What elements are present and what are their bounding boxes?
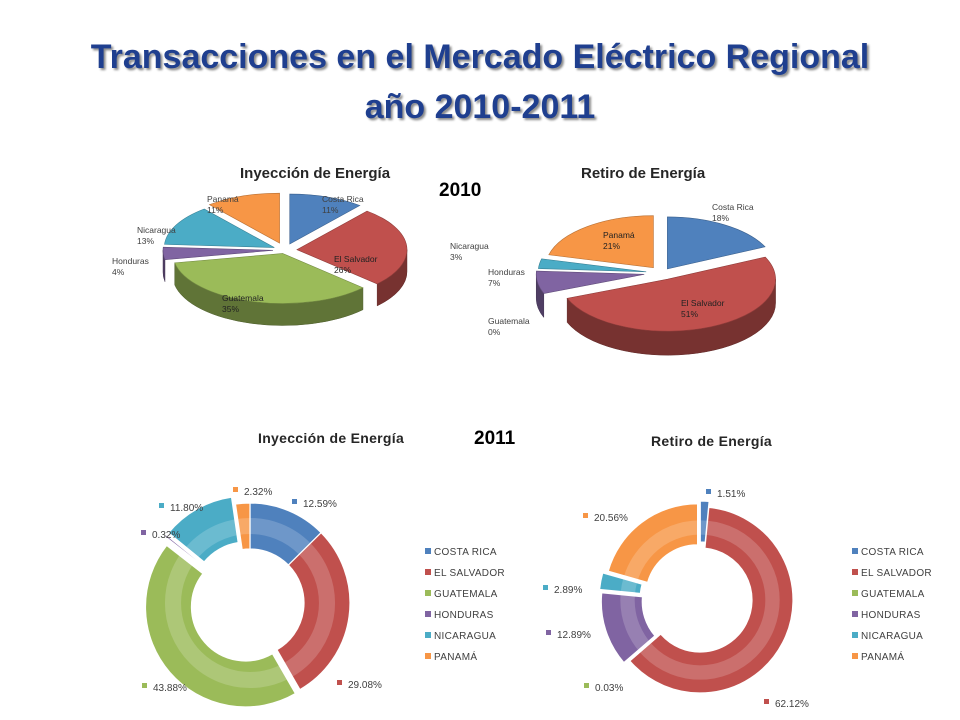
pie-slice-el-salvador [296, 210, 408, 285]
data-label-honduras: 12.89% [557, 630, 591, 641]
pie-slice-panama [548, 215, 654, 269]
legend-marker-honduras [852, 611, 858, 617]
data-label-panama: 20.56% [594, 513, 628, 524]
year-label-2010: 2010 [439, 180, 482, 201]
data-label-marker-el-salvador [764, 699, 769, 704]
data-label-costa-rica: 12.59% [303, 499, 337, 510]
chart-title-retiro-2010: Retiro de Energía [581, 165, 706, 182]
legend-item-costa-rica: COSTA RICA [434, 547, 497, 558]
data-label-guatemala: 43.88% [153, 683, 187, 694]
donut-slice-honduras [164, 534, 203, 566]
data-label-marker-el-salvador [337, 680, 342, 685]
data-label-nicaragua: Nicaragua 3% [450, 241, 489, 262]
donut-slice-honduras [600, 592, 656, 664]
legend-marker-panama [425, 653, 431, 659]
data-label-marker-panama [583, 513, 588, 518]
data-label-panama: Panamá 11% [207, 194, 239, 215]
data-label-marker-nicaragua [543, 585, 548, 590]
chart-title-retiro-2011: Retiro de Energía [651, 433, 773, 449]
legend-marker-costa-rica [852, 548, 858, 554]
data-label-nicaragua: Nicaragua 13% [137, 225, 176, 246]
pie-slice-costa-rica [289, 193, 361, 245]
donut-slice-nicaragua [598, 572, 643, 595]
data-label-nicaragua: 2.89% [554, 585, 582, 596]
pie-slice-honduras [162, 246, 274, 261]
legend-marker-costa-rica [425, 548, 431, 554]
donut-slice-el-salvador [628, 506, 794, 694]
legend-marker-nicaragua [425, 632, 431, 638]
legend-marker-guatemala [852, 590, 858, 596]
chart-title-inyeccion-2011: Inyección de Energía [258, 430, 405, 446]
legend-item-nicaragua: NICARAGUA [434, 631, 496, 642]
data-label-honduras: Honduras 7% [488, 267, 525, 288]
data-label-costa-rica: 1.51% [717, 489, 745, 500]
data-label-marker-costa-rica [706, 489, 711, 494]
data-label-marker-guatemala [142, 683, 147, 688]
data-label-marker-nicaragua [159, 503, 164, 508]
legend-item-el-salvador: EL SALVADOR [434, 568, 505, 579]
legend-item-guatemala: GUATEMALA [434, 589, 498, 600]
legend-marker-el-salvador [425, 569, 431, 575]
pie-slice-costa-rica [667, 216, 766, 270]
legend-item-panama: PANAMÁ [861, 650, 904, 663]
data-label-guatemala: Guatemala 35% [222, 293, 264, 314]
pie-chart-1: Costa Rica 11% El Salvador 26% Guatemala 35% H… [112, 192, 408, 326]
pie-slice-el-salvador [566, 256, 776, 332]
legend-item-costa-rica: COSTA RICA [861, 547, 924, 558]
data-label-marker-honduras [141, 530, 146, 535]
data-label-costa-rica: Costa Rica 18% [712, 202, 754, 223]
data-label-honduras: Honduras 4% [112, 256, 149, 277]
donut-chart-3: 12.59% 29.08% 43.88% 0.32% 11.80% 2.32% COSTA … [141, 487, 505, 708]
data-label-el-salvador: 29.08% [348, 680, 382, 691]
donut-slice-panama [607, 503, 699, 584]
pie-slice-nicaragua [538, 258, 647, 273]
donut-slice-el-salvador [276, 531, 351, 691]
chart-title-inyeccion-2010: Inyección de Energía [240, 165, 391, 182]
year-label-2011: 2011 [474, 428, 516, 449]
donut-slice-guatemala [144, 544, 297, 708]
legend-marker-nicaragua [852, 632, 858, 638]
data-label-panama: 2.32% [244, 487, 272, 498]
data-label-el-salvador: El Salvador 51% [681, 298, 725, 319]
legend-item-el-salvador: EL SALVADOR [861, 568, 932, 579]
data-label-guatemala: 0.03% [595, 683, 623, 694]
legend-marker-guatemala [425, 590, 431, 596]
pie-slice-nicaragua [164, 208, 275, 248]
pie-slice-honduras [535, 270, 645, 294]
donut-slice-guatemala [624, 636, 658, 666]
data-label-el-salvador: El Salvador 26% [334, 254, 378, 275]
data-label-marker-guatemala [584, 683, 589, 688]
data-label-marker-panama [233, 487, 238, 492]
pie-slice-panama [208, 192, 280, 244]
legend-marker-honduras [425, 611, 431, 617]
legend-item-panama: PANAMÁ [434, 650, 477, 663]
donut-slice-nicaragua [167, 496, 239, 563]
legend-item-guatemala: GUATEMALA [861, 589, 925, 600]
pie-slice-guatemala [174, 253, 364, 304]
data-label-marker-costa-rica [292, 499, 297, 504]
pie-chart-2: Costa Rica 18% El Salvador 51% Guatemala 0% Ho… [450, 202, 776, 356]
donut-highlight [620, 520, 780, 680]
data-label-guatemala: Guatemala 0% [488, 316, 530, 337]
legend-item-honduras: HONDURAS [434, 610, 494, 621]
legend-item-nicaragua: NICARAGUA [861, 631, 923, 642]
donut-slice-panama [234, 502, 251, 551]
donut-highlight [164, 517, 336, 689]
slide-title-line1: Transacciones en el Mercado Eléctrico Re… [90, 38, 870, 76]
donut-chart-4: 1.51% 62.12% 0.03% 12.89% 2.89% 20.56% COSTA R… [543, 489, 932, 710]
slide-title-line2: año 2010-2011 [364, 88, 596, 126]
legend-marker-el-salvador [852, 569, 858, 575]
legend-marker-panama [852, 653, 858, 659]
data-label-marker-honduras [546, 630, 551, 635]
data-label-honduras: 0.32% [152, 530, 180, 541]
data-label-el-salvador: 62.12% [775, 699, 809, 710]
data-label-nicaragua: 11.80% [170, 503, 203, 514]
data-label-panama: Panamá 21% [603, 230, 635, 251]
legend-item-honduras: HONDURAS [861, 610, 921, 621]
data-label-costa-rica: Costa Rica 11% [322, 194, 364, 215]
